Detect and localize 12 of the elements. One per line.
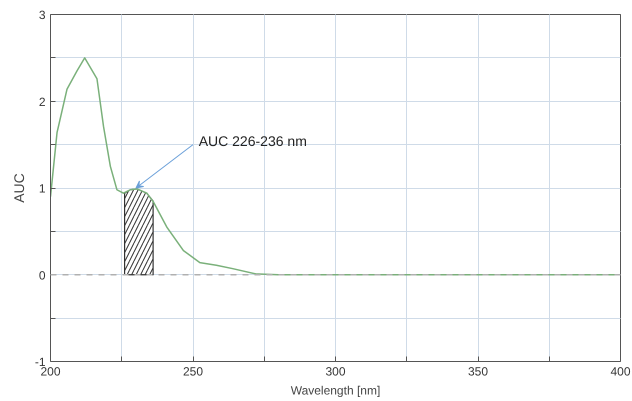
y-tick-label: 3 xyxy=(38,8,46,22)
x-tick-label: 300 xyxy=(325,364,346,378)
y-tick-label: 1 xyxy=(38,182,46,196)
x-tick-label: 350 xyxy=(468,364,488,378)
x-axis-title: Wavelength [nm] xyxy=(290,384,380,398)
x-tick-label: 250 xyxy=(182,364,204,378)
x-tick-label: 400 xyxy=(610,364,631,378)
x-tick-label: 200 xyxy=(40,364,61,378)
y-tick-label: 0 xyxy=(38,268,46,282)
annotation: AUC 226-236 nm xyxy=(198,132,307,149)
y-tick-label: 2 xyxy=(38,94,46,109)
y-axis-title: AUC xyxy=(10,173,27,203)
